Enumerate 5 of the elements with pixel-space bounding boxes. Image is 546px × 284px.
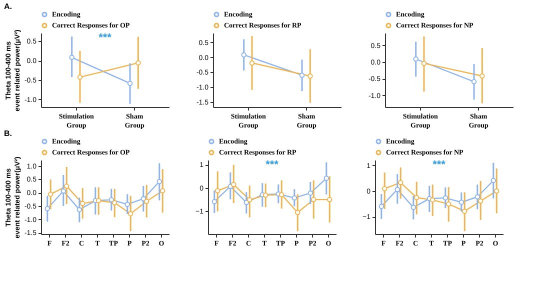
annotation: *** xyxy=(98,32,112,44)
annotation: *** xyxy=(432,159,446,171)
chart-title: A. xyxy=(4,2,12,11)
annotation: *** xyxy=(266,159,280,171)
chart-title: B. xyxy=(4,129,12,138)
